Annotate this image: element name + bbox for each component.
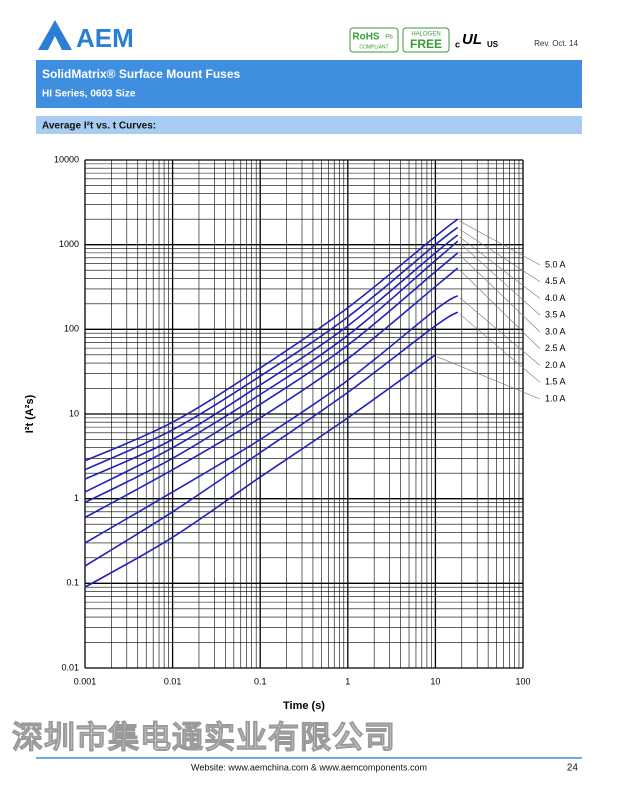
watermark: 深圳市集电通实业有限公司 <box>12 720 396 755</box>
x-axis-label: Time (s) <box>283 700 325 712</box>
x-tick-label: 0.001 <box>74 676 97 686</box>
series-label: 2.5 A <box>545 343 566 353</box>
banner <box>36 60 582 108</box>
logo-triangle <box>38 20 72 50</box>
series-label: 3.5 A <box>545 310 566 320</box>
compliant: COMPLIANT <box>359 44 388 50</box>
rohs: RoHS <box>352 32 380 43</box>
x-tick-label: 100 <box>515 676 530 686</box>
leader-line <box>459 254 541 333</box>
series-label: 4.0 A <box>545 293 566 303</box>
chart: 0.001 0.01 0.1 1 10 100 0.01 0.1 1 10 100 1000 10000… <box>24 154 566 712</box>
curve <box>84 240 459 493</box>
y-tick-label: 10 <box>69 408 79 418</box>
revision: Rev. Oct. 14 <box>534 39 578 48</box>
curve <box>84 226 459 471</box>
curve <box>84 311 459 567</box>
curve <box>84 234 459 480</box>
leader-line <box>459 313 541 383</box>
brand: AEM <box>76 23 134 53</box>
series-label: 3.0 A <box>545 326 566 336</box>
x-tick-label: 1 <box>345 676 350 686</box>
curve <box>84 252 459 504</box>
x-tick-label: 0.1 <box>254 676 267 686</box>
y-tick-label: 1 <box>74 493 79 503</box>
halogen-frame <box>402 27 450 53</box>
curve <box>84 218 459 462</box>
leader-line <box>459 242 541 316</box>
y-tick-label: 0.1 <box>66 578 79 588</box>
leader-line <box>459 269 541 349</box>
series-label: 4.5 A <box>545 276 566 286</box>
x-tick-label: 10 <box>430 676 440 686</box>
series-label: 2.0 A <box>545 360 566 370</box>
page-number: 24 <box>567 763 579 774</box>
logo: AEM <box>38 20 134 53</box>
banner-subtitle: HI Series, 0603 Size <box>42 89 136 100</box>
y-axis-label: I²t (A²s) <box>24 394 36 433</box>
rohs-badge: RoHS Pb COMPLIANT <box>349 27 399 53</box>
leader-line <box>459 229 541 283</box>
halogen-badge: HALOGEN FREE <box>402 27 450 53</box>
ul-mark: c UL US <box>455 31 499 49</box>
series-label: 5.0 A <box>545 259 566 269</box>
halogen: HALOGEN <box>411 32 440 38</box>
footer-website: Website: www.aemchina.com & www.aemcompo… <box>191 762 427 772</box>
rohs-frame <box>349 27 399 53</box>
leader-line <box>459 236 541 299</box>
logo-inner <box>48 36 62 50</box>
section-bar <box>36 116 582 134</box>
curve <box>84 294 459 544</box>
y-tick-label: 100 <box>64 324 79 334</box>
pb: Pb <box>385 35 393 41</box>
leader-line <box>459 220 541 266</box>
y-tick-label: 0.01 <box>61 662 79 672</box>
y-tick-label: 1000 <box>59 239 79 249</box>
leader-line <box>459 297 541 366</box>
banner-title: SolidMatrix® Surface Mount Fuses <box>42 67 241 81</box>
curve <box>84 354 436 588</box>
ul-us: US <box>487 40 499 49</box>
series-label: 1.0 A <box>545 393 566 403</box>
leader-line <box>437 356 541 400</box>
x-tick-label: 0.01 <box>164 676 182 686</box>
ul: UL <box>462 31 482 48</box>
y-tick-label: 10000 <box>54 154 79 164</box>
free: FREE <box>410 37 442 51</box>
ul-c: c <box>455 39 460 49</box>
section-title: Average I²t vs. t Curves: <box>42 121 156 132</box>
curve <box>84 267 459 519</box>
series-label: 1.5 A <box>545 377 566 387</box>
